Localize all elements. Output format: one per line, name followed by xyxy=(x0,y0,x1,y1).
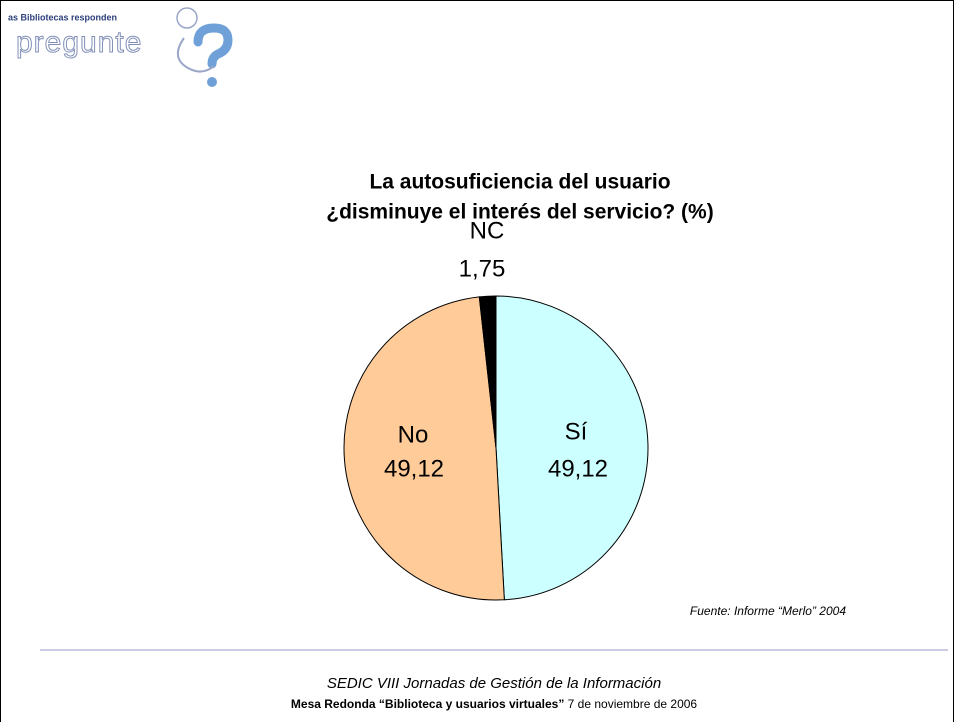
slice-value-label: 49,12 xyxy=(384,455,444,482)
chart-title: La autosuficiencia del usuario xyxy=(369,171,670,194)
logo-curl xyxy=(177,37,215,73)
pie-slice xyxy=(495,295,649,601)
slice-label: Sí xyxy=(565,418,588,445)
slice-label: No xyxy=(398,421,429,448)
slice-value-label: 1,75 xyxy=(459,255,506,282)
pie-slice xyxy=(478,295,497,449)
footer-bold: Mesa Redonda “Biblioteca y usuarios virt… xyxy=(291,697,564,711)
pie xyxy=(343,295,649,601)
chart-title: ¿disminuye el interés del servicio? (%) xyxy=(326,201,713,224)
pie-slice xyxy=(343,296,505,601)
source-note: Fuente: Informe “Merlo” 2004 xyxy=(690,604,846,618)
footer-line: SEDIC VIII Jornadas de Gestión de la Inf… xyxy=(327,675,661,692)
logo-question-dot xyxy=(207,77,217,87)
slice-label: NC xyxy=(470,217,505,244)
logo-question xyxy=(193,23,233,69)
logo-tagline: as Bibliotecas responden xyxy=(8,12,117,22)
logo-dot xyxy=(176,7,198,29)
logo: as Bibliotecas responden pregunte xyxy=(8,7,233,87)
footer-date: 7 de noviembre de 2006 xyxy=(564,697,697,711)
slice-value-label: 49,12 xyxy=(548,455,608,482)
logo-name: pregunte xyxy=(16,26,142,59)
footer-line: Mesa Redonda “Biblioteca y usuarios virt… xyxy=(291,697,698,711)
